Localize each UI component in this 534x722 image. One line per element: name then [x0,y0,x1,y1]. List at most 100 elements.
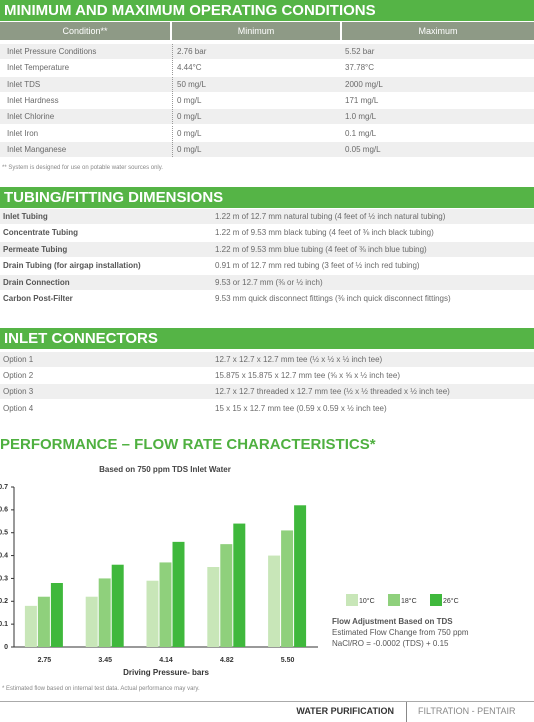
cell: 0.1 mg/L [345,128,377,138]
table-row: Option 1 12.7 x 12.7 x 12.7 mm tee (½ x ½… [0,352,534,367]
cell: Drain Tubing (for airgap installation) [3,261,141,271]
cell: Inlet Pressure Conditions [7,47,97,56]
legend-label: 26°C [443,597,459,605]
bar [98,578,111,647]
footnote: ** System is designed for use on potable… [2,165,163,171]
cell: 1.22 m of 9.53 mm black tubing (4 feet o… [215,228,434,238]
table-row: Drain Tubing (for airgap installation) 0.… [0,258,534,273]
bar [146,580,159,647]
cell: 4.44°C [177,63,202,73]
cell: Option 1 [3,355,34,364]
table-row: Option 3 12.7 x 12.7 threaded x 12.7 mm t… [0,384,534,400]
section-title: PERFORMANCE – FLOW RATE CHARACTERISTICS* [0,436,376,453]
annotation: Estimated Flow Change from 750 ppm [332,628,469,637]
legend-label: 18°C [401,597,417,605]
cell: 0.91 m of 12.7 mm red tubing (3 feet of … [215,261,420,271]
table-row: Option 2 15.875 x 15.875 x 12.7 mm tee (⅝… [0,368,534,383]
table-row: Option 4 15 x 15 x 12.7 mm tee (0.59 x 0.… [0,401,534,416]
x-tick-label: 5.50 [281,657,295,664]
table-row: Carbon Post-Filter 9.53 mm quick disconne… [0,291,534,306]
bar [233,523,246,647]
cell: 0 mg/L [177,144,202,154]
cell: 171 mg/L [345,95,379,105]
cell: 2000 mg/L [345,79,383,89]
legend-label: 10°C [359,597,375,605]
cell: 2.76 bar [177,47,207,56]
bar [37,596,50,647]
separator [172,125,173,141]
separator [172,92,173,108]
bar [159,562,172,647]
cell: 9.53 or 12.7 mm (⅜ or ½ inch) [215,277,323,287]
x-tick-label: 2.75 [38,657,52,664]
separator [172,60,173,76]
cell: Option 2 [3,371,34,381]
y-tick-label: 0.4 [0,552,8,559]
y-tick-label: 0.3 [0,575,8,582]
column-header: Condition** [0,22,170,40]
section-title: TUBING/FITTING DIMENSIONS [0,187,534,208]
cell: Inlet Hardness [7,95,59,105]
section-title: MINIMUM AND MAXIMUM OPERATING CONDITIONS [0,0,534,21]
cell: Inlet Manganese [7,144,67,154]
bar [268,555,281,647]
table-row: Inlet Temperature 4.44°C 37.78°C [0,60,534,76]
bar [111,564,124,647]
footer-right: FILTRATION - PENTAIR [418,706,516,716]
chart-subtitle: Based on 750 ppm TDS Inlet Water [99,465,231,474]
separator [406,702,407,722]
annotation: Flow Adjustment Based on TDS [332,617,453,626]
cell: Permeate Tubing [3,244,68,254]
cell: 12.7 x 12.7 x 12.7 mm tee (½ x ½ x ½ inc… [215,355,383,364]
cell: 12.7 x 12.7 threaded x 12.7 mm tee (½ x … [215,387,450,397]
legend-swatch [430,594,442,606]
section-title: INLET CONNECTORS [0,328,534,349]
bar [24,605,37,647]
bar [294,505,307,647]
cell: Inlet Chlorine [7,112,55,122]
cell: 9.53 mm quick disconnect fittings (⅜ inc… [215,294,451,303]
bar [50,583,63,647]
cell: 1.0 mg/L [345,112,377,122]
table-row: Inlet Iron 0 mg/L 0.1 mg/L [0,125,534,141]
bar [281,530,294,647]
x-tick-label: 3.45 [98,657,112,664]
footer-left: WATER PURIFICATION [296,706,394,716]
cell: 0.05 mg/L [345,144,381,154]
cell: Inlet Iron [7,128,39,138]
table-row: Inlet Tubing 1.22 m of 12.7 mm natural tu… [0,209,534,224]
legend-swatch [346,594,358,606]
bar [207,567,220,647]
x-tick-label: 4.14 [159,657,173,664]
y-tick-label: 0.6 [0,507,8,514]
separator [172,44,173,59]
cell: Concentrate Tubing [3,228,78,238]
cell: 37.78°C [345,63,374,73]
y-tick-label: 0.5 [0,530,8,537]
table-row: Concentrate Tubing 1.22 m of 9.53 mm blac… [0,225,534,240]
annotation: NaCl/RO = -0.0002 (TDS) + 0.15 [332,639,449,648]
bar [220,544,233,647]
cell: Carbon Post-Filter [3,294,73,303]
column-header: Maximum [342,22,534,40]
x-tick-label: 4.82 [220,657,234,664]
separator [172,76,173,92]
cell: Inlet Tubing [3,212,48,221]
cell: 50 mg/L [177,79,206,89]
separator [172,109,173,125]
x-axis-title: Driving Pressure- bars [123,668,209,677]
cell: 5.52 bar [345,47,375,56]
legend-swatch [388,594,400,606]
cell: Drain Connection [3,277,70,287]
bar [172,541,185,647]
table-row: Inlet Pressure Conditions 2.76 bar 5.52 ba… [0,44,534,59]
cell: Option 4 [3,403,34,413]
cell: 1.22 m of 12.7 mm natural tubing (4 feet… [215,212,446,221]
bar [85,596,98,647]
cell: 0 mg/L [177,128,202,138]
y-tick-label: 0 [4,644,8,651]
y-tick-label: 0.7 [0,484,8,491]
table-row: Inlet Manganese 0 mg/L 0.05 mg/L [0,141,534,157]
